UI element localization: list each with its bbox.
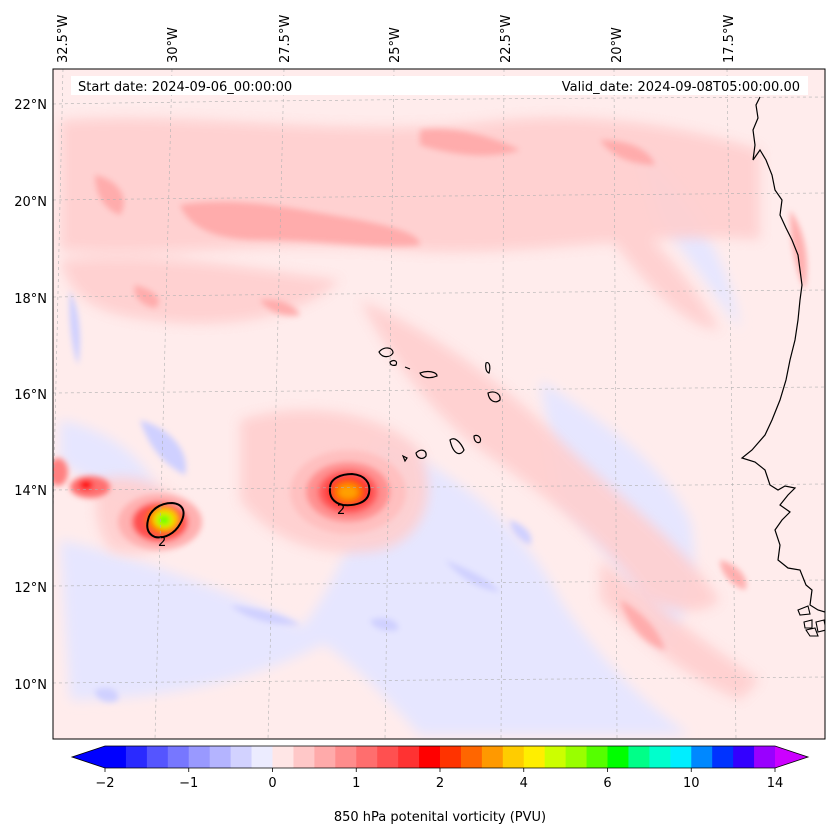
cape-verde-islands: [378, 347, 501, 463]
colorbar-cell: [251, 746, 274, 768]
lon-label: 25°W: [388, 27, 403, 63]
colorbar: −2 −1 0 1 2 4 6 10 14 850 hPa potenital vorticit…: [70, 745, 810, 825]
colorbar-cell: [460, 746, 483, 768]
lat-label: 22°N: [14, 98, 47, 113]
lon-label: 32.5°W: [56, 15, 71, 63]
contour-label-east: 2: [337, 503, 345, 518]
lon-label: 30°W: [166, 27, 181, 63]
colorbar-tick-label: −1: [179, 776, 198, 791]
contour-label-west: 2: [158, 535, 166, 550]
colorbar-cell: [586, 746, 609, 768]
colorbar-cell: [230, 746, 253, 768]
colorbar-tick-label: −2: [95, 776, 114, 791]
colorbar-cell: [754, 746, 776, 768]
colorbar-cell: [398, 746, 420, 768]
lat-label: 14°N: [14, 484, 47, 499]
colorbar-cell: [565, 746, 588, 768]
colorbar-cell: [272, 746, 295, 768]
colorbar-cell: [356, 746, 378, 768]
colorbar-extend-low: [72, 746, 105, 768]
colorbar-cell: [440, 746, 462, 768]
lat-label: 16°N: [14, 388, 47, 403]
colorbar-cell: [188, 746, 211, 768]
colorbar-cell: [377, 746, 399, 768]
colorbar-cell: [481, 746, 504, 768]
pv-field: [53, 69, 825, 739]
colorbar-cell: [712, 746, 734, 768]
colorbar-cell: [209, 746, 232, 768]
colorbar-cell: [691, 746, 713, 768]
colorbar-tick-label: 14: [767, 776, 784, 791]
lat-label: 20°N: [14, 195, 47, 210]
colorbar-tick-label: 2: [436, 776, 444, 791]
colorbar-cell: [146, 746, 169, 768]
lon-label: 17.5°W: [722, 15, 737, 63]
colorbar-cell: [293, 746, 315, 768]
colorbar-tick-label: 6: [603, 776, 611, 791]
colorbar-cell: [628, 746, 650, 768]
lon-label: 22.5°W: [499, 15, 514, 63]
pv-contour-west: [146, 501, 185, 539]
africa-coastline: [740, 96, 825, 613]
colorbar-cell: [125, 746, 148, 768]
colorbar-tick-label: 4: [520, 776, 528, 791]
colorbar-cell: [335, 746, 357, 768]
colorbar-cell: [523, 746, 546, 768]
lon-label: 27.5°W: [278, 15, 293, 63]
lon-label: 20°W: [610, 27, 625, 63]
colorbar-cell: [502, 746, 525, 768]
colorbar-tick-label: 10: [683, 776, 700, 791]
valid-date-label: Valid_date: 2024-09-08T05:00:00.00: [562, 80, 800, 95]
colorbar-cell: [105, 746, 127, 768]
colorbar-cell: [607, 746, 630, 768]
colorbar-cell: [419, 746, 441, 768]
colorbar-extend-high: [775, 746, 808, 768]
lat-label: 10°N: [14, 678, 47, 693]
map-frame: [52, 68, 826, 740]
colorbar-label: 850 hPa potenital vorticity (PVU): [334, 810, 546, 825]
lat-label: 18°N: [14, 292, 47, 307]
graticule: [53, 69, 825, 739]
colorbar-tick-label: 1: [352, 776, 360, 791]
colorbar-cell: [733, 746, 755, 768]
colorbar-cell: [314, 746, 336, 768]
start-date-label: Start date: 2024-09-06_00:00:00: [78, 80, 292, 95]
colorbar-cell: [649, 746, 671, 768]
colorbar-cell: [670, 746, 692, 768]
date-header-band: [71, 76, 808, 95]
colorbar-tick-label: 0: [268, 776, 276, 791]
colorbar-cell: [544, 746, 567, 768]
lat-label: 12°N: [14, 581, 47, 596]
colorbar-cell: [167, 746, 190, 768]
pv-contour-east: [328, 472, 371, 507]
